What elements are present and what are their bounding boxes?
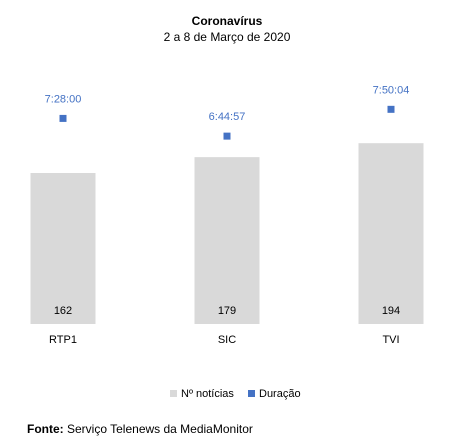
source-label: Fonte: xyxy=(27,422,64,436)
duration-label: 7:28:00 xyxy=(45,93,82,105)
bar-value-label: 194 xyxy=(382,305,400,317)
legend: Nº notícias Duração xyxy=(170,388,301,400)
bar-value-label: 162 xyxy=(54,305,72,317)
duration-marker-sic xyxy=(223,132,231,140)
duration-label: 6:44:57 xyxy=(209,111,246,123)
duration-label: 7:50:04 xyxy=(373,84,410,96)
chart-title: Coronavírus xyxy=(192,14,263,28)
category-label: RTP1 xyxy=(49,334,77,346)
bar-rtp1 xyxy=(30,173,96,324)
source-text: Serviço Telenews da MediaMonitor xyxy=(67,422,253,436)
category-label: TVI xyxy=(382,334,399,346)
legend-label-news: Nº notícias xyxy=(181,388,234,400)
plot-area: 162 RTP1 7:28:00 179 SIC 6:44:57 194 TVI 7:50:04 xyxy=(30,84,424,346)
bar-sic xyxy=(194,157,260,324)
source-note: Fonte: Serviço Telenews da MediaMonitor xyxy=(27,422,253,436)
legend-swatch-duration xyxy=(248,390,255,397)
bar-tvi xyxy=(358,143,424,324)
legend-label-duration: Duração xyxy=(259,388,301,400)
bar-value-label: 179 xyxy=(218,305,236,317)
legend-swatch-news xyxy=(170,390,177,397)
duration-marker-tvi xyxy=(387,105,395,113)
duration-marker-rtp1 xyxy=(59,114,67,122)
chart-subtitle: 2 a 8 de Março de 2020 xyxy=(164,30,291,44)
category-label: SIC xyxy=(218,334,236,346)
